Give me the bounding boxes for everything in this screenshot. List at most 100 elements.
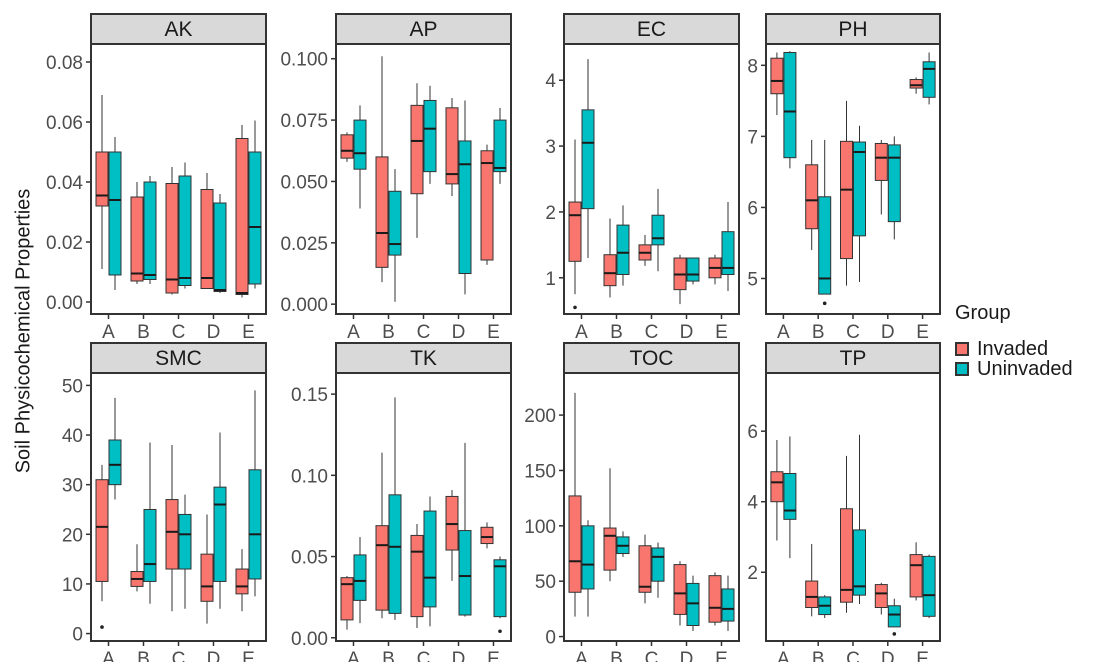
box-uninvaded-c bbox=[423, 85, 437, 184]
box-uninvaded-a bbox=[581, 520, 595, 617]
box-invaded-b bbox=[375, 56, 389, 283]
box-invaded-d bbox=[874, 582, 888, 615]
x-tick-label: A bbox=[777, 322, 790, 343]
panel-strip bbox=[90, 342, 267, 374]
y-tick-label: 30 bbox=[62, 476, 83, 497]
box-iqr bbox=[805, 580, 819, 608]
box-iqr bbox=[783, 52, 797, 159]
box-invaded-c bbox=[165, 167, 179, 295]
panel-strip bbox=[563, 342, 740, 374]
panel-strip bbox=[765, 342, 941, 374]
box-iqr bbox=[340, 134, 354, 159]
y-tick-label: 150 bbox=[524, 461, 556, 482]
box-iqr bbox=[818, 196, 832, 295]
y-tick-label: 5 bbox=[747, 269, 758, 290]
y-tick-label: 0.00 bbox=[46, 293, 83, 314]
box-invaded-c bbox=[638, 534, 652, 604]
legend-label-invaded: Invaded bbox=[977, 337, 1049, 360]
panel-title: PH bbox=[838, 18, 867, 41]
x-tick-label: C bbox=[846, 322, 860, 343]
x-tick-label: C bbox=[417, 649, 431, 662]
panel-title: EC bbox=[637, 18, 666, 41]
box-invaded-d bbox=[673, 254, 687, 305]
legend-swatch-invaded bbox=[955, 342, 969, 356]
box-iqr bbox=[805, 164, 819, 230]
box-invaded-b bbox=[130, 544, 144, 592]
box-iqr bbox=[95, 151, 109, 207]
panel-strip bbox=[765, 13, 941, 45]
outlier-point bbox=[100, 625, 104, 629]
box-iqr bbox=[340, 577, 354, 621]
box-uninvaded-c bbox=[178, 494, 192, 609]
legend-item-uninvaded: Uninvaded bbox=[955, 358, 1115, 380]
x-tick-label: B bbox=[812, 322, 825, 343]
box-invaded-b bbox=[805, 544, 819, 617]
panel-border bbox=[90, 372, 267, 642]
box-uninvaded-a bbox=[108, 137, 122, 290]
x-tick-label: E bbox=[242, 322, 255, 343]
box-invaded-d bbox=[874, 139, 888, 215]
box-uninvaded-a bbox=[353, 105, 367, 209]
outlier-point bbox=[573, 305, 577, 310]
box-uninvaded-e bbox=[721, 575, 735, 632]
panel-border bbox=[765, 372, 941, 642]
x-tick-label: E bbox=[487, 322, 500, 343]
box-uninvaded-d bbox=[887, 598, 901, 628]
box-iqr bbox=[603, 527, 617, 571]
x-tick-label: A bbox=[575, 322, 588, 343]
x-tick-label: E bbox=[242, 649, 255, 662]
box-iqr bbox=[651, 214, 665, 246]
box-invaded-b bbox=[375, 452, 389, 619]
panel-border bbox=[335, 372, 512, 642]
box-uninvaded-e bbox=[248, 390, 262, 597]
x-tick-label: D bbox=[452, 322, 466, 343]
box-invaded-a bbox=[340, 576, 354, 630]
x-tick-label: A bbox=[347, 649, 360, 662]
box-invaded-a bbox=[568, 392, 582, 617]
x-tick-label: A bbox=[347, 322, 360, 343]
box-iqr bbox=[568, 201, 582, 262]
box-iqr bbox=[721, 231, 735, 275]
box-uninvaded-c bbox=[651, 542, 665, 598]
box-uninvaded-b bbox=[616, 531, 630, 557]
y-tick-label: 0.050 bbox=[280, 172, 328, 193]
box-invaded-c bbox=[165, 444, 179, 612]
outlier-point bbox=[822, 301, 827, 306]
box-iqr bbox=[887, 144, 901, 223]
box-iqr bbox=[686, 257, 700, 282]
y-tick-label: 0.08 bbox=[46, 53, 83, 74]
y-tick-label: 0.000 bbox=[280, 295, 328, 316]
box-iqr bbox=[200, 553, 214, 602]
box-iqr bbox=[686, 582, 700, 626]
box-iqr bbox=[458, 530, 472, 616]
box-iqr bbox=[95, 479, 109, 582]
box-iqr bbox=[840, 508, 853, 603]
box-uninvaded-e bbox=[721, 202, 735, 291]
panel-smc: SMC 0 10 20 30 40 50 A B C D E bbox=[62, 342, 267, 662]
box-uninvaded-a bbox=[353, 537, 367, 624]
panel-border bbox=[563, 372, 740, 642]
x-tick-label: C bbox=[846, 649, 860, 662]
box-invaded-a bbox=[770, 52, 784, 116]
x-tick-label: B bbox=[812, 649, 825, 662]
panel-strip bbox=[335, 13, 512, 45]
box-iqr bbox=[108, 439, 122, 486]
box-iqr bbox=[213, 486, 227, 582]
x-tick-label: C bbox=[645, 322, 659, 343]
y-tick-label: 50 bbox=[535, 572, 556, 593]
box-iqr bbox=[840, 140, 853, 260]
y-tick-label: 50 bbox=[62, 376, 83, 397]
box-invaded-d bbox=[445, 98, 459, 197]
box-invaded-e bbox=[235, 549, 249, 612]
y-tick-label: 0.05 bbox=[291, 548, 328, 569]
box-iqr bbox=[581, 109, 595, 210]
x-tick-label: D bbox=[680, 322, 694, 343]
box-invaded-a bbox=[568, 139, 582, 295]
x-tick-label: B bbox=[610, 322, 623, 343]
outlier-point bbox=[498, 629, 502, 634]
panel-title: AK bbox=[164, 18, 192, 41]
y-tick-label: 0.00 bbox=[291, 629, 328, 650]
box-uninvaded-e bbox=[922, 52, 936, 105]
box-iqr bbox=[410, 104, 424, 195]
box-uninvaded-d bbox=[686, 257, 700, 285]
